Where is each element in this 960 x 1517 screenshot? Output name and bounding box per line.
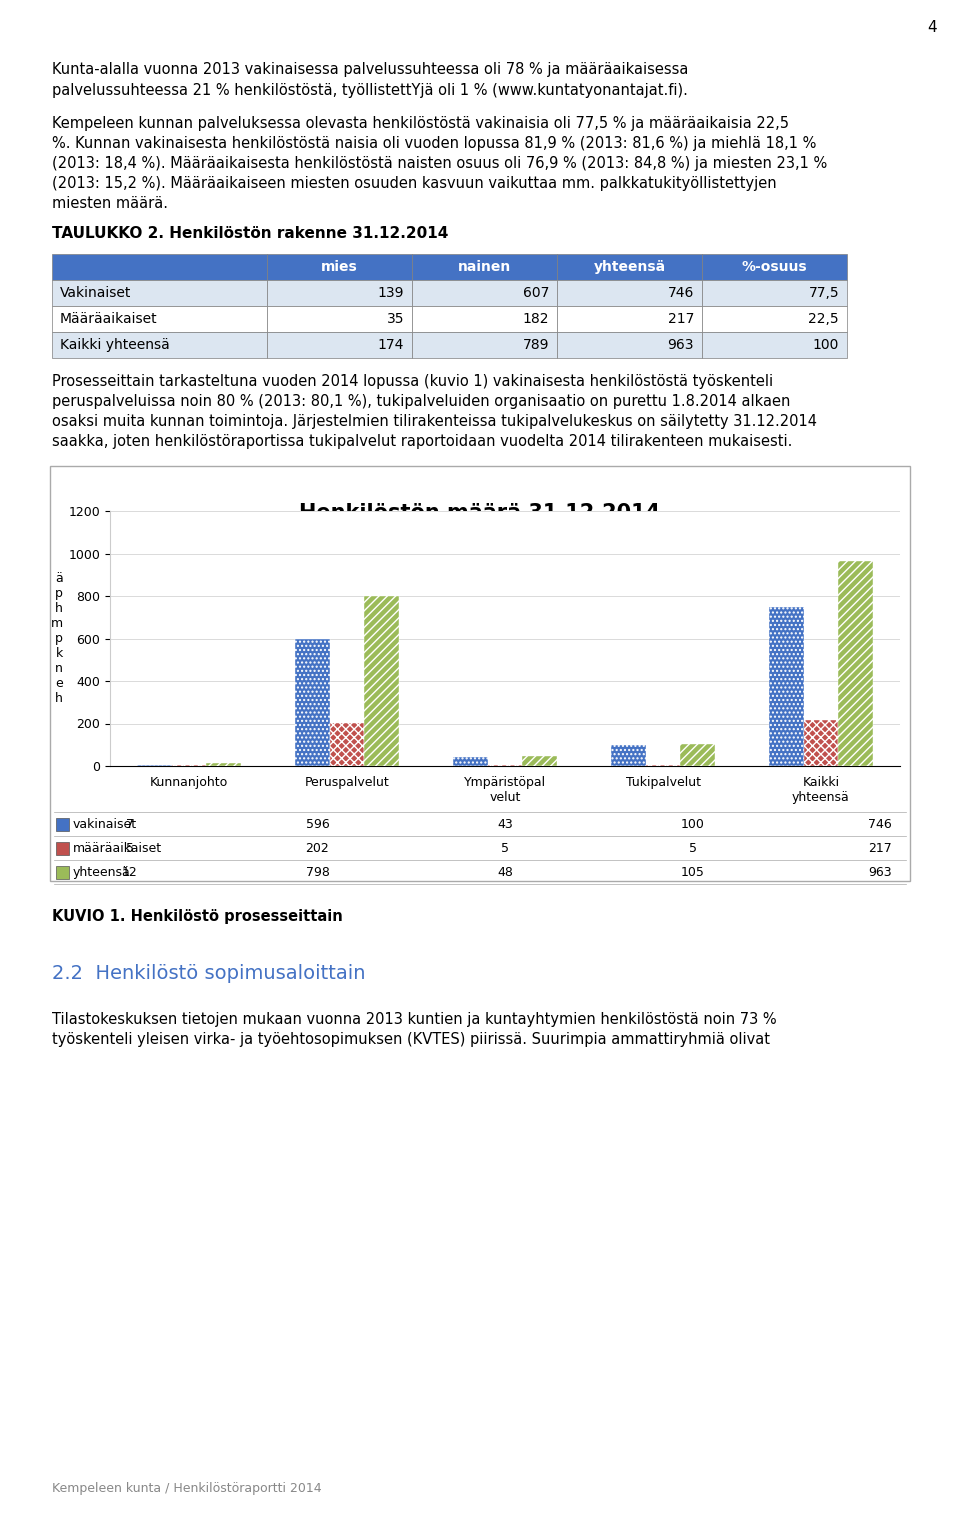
Text: 139: 139 bbox=[377, 287, 404, 300]
Text: työskenteli yleisen virka- ja työehtosopimuksen (KVTES) piirissä. Suurimpia amma: työskenteli yleisen virka- ja työehtosop… bbox=[52, 1032, 770, 1047]
Text: 4: 4 bbox=[927, 20, 937, 35]
Bar bbox=[206, 763, 241, 766]
Text: Kaikki yhteensä: Kaikki yhteensä bbox=[60, 338, 170, 352]
Text: Prosesseittain tarkasteltuna vuoden 2014 lopussa (kuvio 1) vakinaisesta henkilös: Prosesseittain tarkasteltuna vuoden 2014… bbox=[52, 375, 773, 388]
Text: KUVIO 1. Henkilöstö prosesseittain: KUVIO 1. Henkilöstö prosesseittain bbox=[52, 909, 343, 924]
Text: vakinaiset: vakinaiset bbox=[73, 818, 137, 830]
Text: 746: 746 bbox=[667, 287, 694, 300]
Bar bbox=[267, 253, 412, 281]
Bar bbox=[412, 332, 557, 358]
Bar bbox=[365, 596, 399, 766]
Bar bbox=[453, 757, 488, 766]
Text: 22,5: 22,5 bbox=[808, 313, 839, 326]
Text: 35: 35 bbox=[387, 313, 404, 326]
Text: 12: 12 bbox=[122, 866, 138, 878]
Text: 100: 100 bbox=[681, 818, 705, 830]
Bar bbox=[702, 332, 847, 358]
Bar bbox=[56, 818, 69, 831]
Text: Määräaikaiset: Määräaikaiset bbox=[60, 313, 157, 326]
Text: määräaikaiset: määräaikaiset bbox=[73, 842, 162, 854]
Text: %. Kunnan vakinaisesta henkilöstöstä naisia oli vuoden lopussa 81,9 % (2013: 81,: %. Kunnan vakinaisesta henkilöstöstä nai… bbox=[52, 137, 816, 152]
Bar bbox=[557, 281, 702, 306]
Text: 798: 798 bbox=[305, 866, 329, 878]
Text: 202: 202 bbox=[305, 842, 329, 854]
Text: 43: 43 bbox=[497, 818, 513, 830]
Text: 789: 789 bbox=[522, 338, 549, 352]
Bar bbox=[412, 306, 557, 332]
Text: palvelussuhteessa 21 % henkilöstöstä, työllistettYjä oli 1 % (www.kuntatyonantaj: palvelussuhteessa 21 % henkilöstöstä, ty… bbox=[52, 83, 688, 99]
Bar bbox=[412, 281, 557, 306]
Bar bbox=[557, 253, 702, 281]
Bar bbox=[804, 721, 838, 766]
Bar bbox=[769, 607, 804, 766]
Y-axis label: ä
p
h
m
p
k
n
e
h: ä p h m p k n e h bbox=[51, 572, 62, 705]
Text: mies: mies bbox=[322, 259, 358, 275]
Bar bbox=[522, 755, 557, 766]
Text: 217: 217 bbox=[667, 313, 694, 326]
Text: Henkilöstön määrä 31.12.2014: Henkilöstön määrä 31.12.2014 bbox=[300, 504, 660, 523]
Bar bbox=[611, 745, 646, 766]
Bar bbox=[681, 743, 715, 766]
Bar bbox=[838, 561, 874, 766]
Text: 2.2  Henkilöstö sopimusaloittain: 2.2 Henkilöstö sopimusaloittain bbox=[52, 963, 366, 983]
Text: %-osuus: %-osuus bbox=[742, 259, 807, 275]
Text: Kunta-alalla vuonna 2013 vakinaisessa palvelussuhteessa oli 78 % ja määräaikaise: Kunta-alalla vuonna 2013 vakinaisessa pa… bbox=[52, 62, 688, 77]
Text: 48: 48 bbox=[497, 866, 513, 878]
Text: 182: 182 bbox=[522, 313, 549, 326]
Bar bbox=[52, 253, 267, 281]
Text: 100: 100 bbox=[812, 338, 839, 352]
Text: 5: 5 bbox=[501, 842, 509, 854]
Text: TAULUKKO 2. Henkilöstön rakenne 31.12.2014: TAULUKKO 2. Henkilöstön rakenne 31.12.20… bbox=[52, 226, 448, 241]
Bar bbox=[702, 306, 847, 332]
Bar bbox=[267, 306, 412, 332]
Bar bbox=[295, 639, 329, 766]
Bar bbox=[52, 281, 267, 306]
Bar bbox=[702, 253, 847, 281]
Text: 174: 174 bbox=[377, 338, 404, 352]
Text: 963: 963 bbox=[667, 338, 694, 352]
Bar bbox=[56, 842, 69, 856]
Bar bbox=[50, 466, 910, 881]
Text: nainen: nainen bbox=[458, 259, 511, 275]
Text: 746: 746 bbox=[868, 818, 892, 830]
Text: peruspalveluissa noin 80 % (2013: 80,1 %), tukipalveluiden organisaatio on puret: peruspalveluissa noin 80 % (2013: 80,1 %… bbox=[52, 394, 790, 410]
Text: 7: 7 bbox=[126, 818, 134, 830]
Bar bbox=[52, 306, 267, 332]
Bar bbox=[56, 866, 69, 878]
Text: Vakinaiset: Vakinaiset bbox=[60, 287, 132, 300]
Bar bbox=[557, 332, 702, 358]
Text: 217: 217 bbox=[868, 842, 892, 854]
Text: Tilastokeskuksen tietojen mukaan vuonna 2013 kuntien ja kuntayhtymien henkilöstö: Tilastokeskuksen tietojen mukaan vuonna … bbox=[52, 1012, 777, 1027]
Text: (2013: 18,4 %). Määräaikaisesta henkilöstöstä naisten osuus oli 76,9 % (2013: 84: (2013: 18,4 %). Määräaikaisesta henkilös… bbox=[52, 156, 828, 171]
Text: miesten määrä.: miesten määrä. bbox=[52, 196, 168, 211]
Text: saakka, joten henkilöstöraportissa tukipalvelut raportoidaan vuodelta 2014 tilir: saakka, joten henkilöstöraportissa tukip… bbox=[52, 434, 792, 449]
Bar bbox=[52, 332, 267, 358]
Text: yhteensä: yhteensä bbox=[593, 259, 665, 275]
Bar bbox=[329, 724, 365, 766]
Bar bbox=[702, 281, 847, 306]
Bar bbox=[557, 306, 702, 332]
Text: 5: 5 bbox=[688, 842, 697, 854]
Text: Kempeleen kunnan palveluksessa olevasta henkilöstöstä vakinaisia oli 77,5 % ja m: Kempeleen kunnan palveluksessa olevasta … bbox=[52, 115, 789, 130]
Bar bbox=[267, 281, 412, 306]
Text: 607: 607 bbox=[522, 287, 549, 300]
Bar bbox=[267, 332, 412, 358]
Text: 105: 105 bbox=[681, 866, 705, 878]
Text: 596: 596 bbox=[305, 818, 329, 830]
Text: Kempeleen kunta / Henkilöstöraportti 2014: Kempeleen kunta / Henkilöstöraportti 201… bbox=[52, 1482, 322, 1494]
Text: osaksi muita kunnan toimintoja. Järjestelmien tilirakenteissa tukipalvelukeskus : osaksi muita kunnan toimintoja. Järjeste… bbox=[52, 414, 817, 429]
Text: 5: 5 bbox=[126, 842, 134, 854]
Text: 963: 963 bbox=[868, 866, 892, 878]
Text: 77,5: 77,5 bbox=[808, 287, 839, 300]
Text: yhteensä: yhteensä bbox=[73, 866, 131, 878]
Text: (2013: 15,2 %). Määräaikaiseen miesten osuuden kasvuun vaikuttaa mm. palkkatukit: (2013: 15,2 %). Määräaikaiseen miesten o… bbox=[52, 176, 777, 191]
Bar bbox=[412, 253, 557, 281]
